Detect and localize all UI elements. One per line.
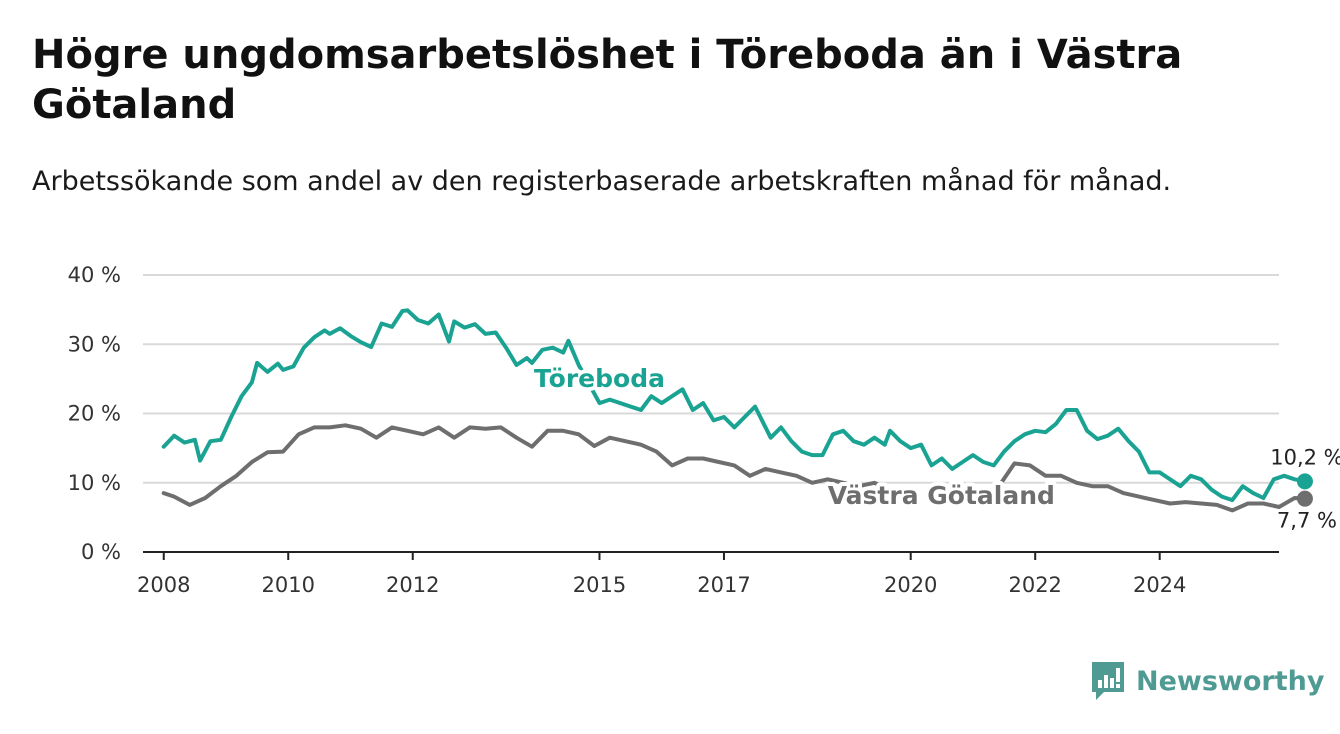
series-name-label-vastra-gotaland: Västra Götaland: [828, 481, 1055, 510]
chart-subtitle: Arbetssökande som andel av den registerb…: [32, 166, 1172, 197]
grid-layer: [143, 274, 1279, 484]
y-tick-label: 0 %: [81, 540, 121, 564]
end-value-label-v-stra-g-taland: 7,7 %: [1277, 509, 1337, 533]
chart-title: Högre ungdomsarbetslöshet i Töreboda än …: [32, 32, 1183, 128]
x-tick-label: 2015: [573, 573, 626, 597]
x-tick-label: 2024: [1133, 573, 1186, 597]
series-layer: [161, 308, 1307, 513]
series-line-t-reboda: [161, 308, 1307, 503]
y-tick-label: 10 %: [68, 471, 121, 495]
series-name-label-toreboda: Töreboda: [534, 364, 665, 393]
series-line-v-stra-g-taland: [161, 423, 1307, 513]
series-name-halo-vastra-gotaland: Västra Götaland: [828, 481, 1055, 510]
x-tick-label: 2022: [1008, 573, 1061, 597]
axis-layer: 0 % 10 % 20 % 30 % 40 % 2008 2010 2012 2015 2017 2…: [68, 263, 1279, 597]
x-tick-label: 2012: [386, 573, 439, 597]
y-tick-label: 30 %: [68, 332, 121, 356]
newsworthy-logo-icon: [1092, 662, 1124, 700]
end-value-label-t-reboda: 10,2 %: [1270, 445, 1340, 469]
y-tick-label: 40 %: [68, 263, 121, 287]
newsworthy-brand: Newsworthy: [1090, 660, 1324, 702]
end-marker-v-stra-g-taland: [1296, 490, 1313, 507]
x-tick-label: 2017: [697, 573, 750, 597]
y-tick-label: 20 %: [68, 402, 121, 426]
end-marker-t-reboda: [1296, 473, 1313, 490]
x-tick-label: 2010: [262, 573, 315, 597]
x-tick-label: 2020: [884, 573, 937, 597]
series-name-halo-toreboda: Töreboda: [534, 364, 665, 393]
brand-name: Newsworthy: [1136, 665, 1325, 697]
x-tick-label: 2008: [137, 573, 190, 597]
